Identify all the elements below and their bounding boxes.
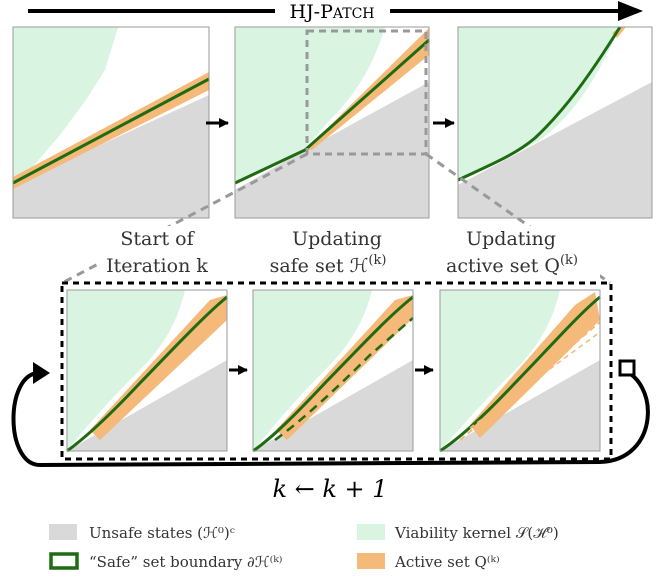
legend-label-unsafe: Unsafe states (ℋ⁰)ᶜ bbox=[89, 524, 235, 542]
header: HJ-PATCH bbox=[28, 1, 643, 23]
header-arrowhead bbox=[618, 1, 643, 21]
legend-swatch-active bbox=[357, 553, 385, 569]
zoom-box bbox=[305, 29, 428, 156]
header-title: HJ-PATCH bbox=[290, 1, 375, 23]
viability-region bbox=[440, 290, 560, 451]
legend-label-active: Active set Q⁽ᵏ⁾ bbox=[394, 553, 500, 571]
top-panel-1 bbox=[12, 26, 210, 219]
svg-text:Updating: Updating bbox=[466, 228, 556, 250]
safe-boundary bbox=[252, 295, 414, 453]
active-band bbox=[305, 28, 429, 150]
stage-label-start: Start of Iteration k bbox=[100, 226, 218, 278]
safe-boundary bbox=[457, 26, 622, 182]
stage-label-safe: Updating safe set ℋ(k) bbox=[270, 228, 387, 277]
unsafe-region bbox=[235, 82, 429, 218]
svg-text:active set Q(k): active set Q(k) bbox=[446, 253, 578, 277]
svg-text:Updating: Updating bbox=[292, 228, 382, 250]
safe-boundary bbox=[439, 295, 601, 453]
viability-region bbox=[458, 27, 620, 180]
bottom-panel-3 bbox=[439, 289, 601, 453]
stage-label-active: Updating active set Q(k) bbox=[446, 226, 600, 278]
safe-boundary bbox=[66, 295, 228, 453]
active-set-previous bbox=[459, 321, 601, 441]
legend-swatch-boundary bbox=[49, 552, 79, 570]
legend-label-boundary: “Safe” set boundary ∂ℋ⁽ᵏ⁾ bbox=[89, 553, 282, 571]
safe-boundary-previous bbox=[274, 317, 414, 442]
svg-text:Start of: Start of bbox=[120, 228, 195, 250]
loop-label: k ← k + 1 bbox=[272, 475, 387, 503]
legend-label-viability: Viability kernel 𝒮(ℋ⁰) bbox=[394, 524, 559, 542]
active-band bbox=[276, 295, 413, 440]
safe-boundary bbox=[234, 38, 430, 185]
legend: Unsafe states (ℋ⁰)ᶜ Viability kernel 𝒮(ℋ… bbox=[49, 524, 559, 571]
legend-swatch-viability bbox=[357, 524, 385, 540]
viability-region bbox=[235, 27, 385, 185]
svg-text:Iteration k: Iteration k bbox=[106, 255, 208, 277]
viability-region bbox=[67, 290, 185, 451]
bottom-panel-1 bbox=[66, 289, 228, 453]
top-panel-2 bbox=[234, 26, 430, 219]
loop-start-marker bbox=[618, 359, 636, 377]
top-panel-3 bbox=[457, 26, 653, 219]
loop-path bbox=[11, 367, 650, 468]
bottom-panel-2 bbox=[252, 289, 414, 453]
safe-boundary bbox=[12, 77, 210, 185]
svg-text:safe set ℋ(k): safe set ℋ(k) bbox=[270, 253, 387, 277]
active-band bbox=[90, 295, 227, 440]
unsafe-region bbox=[13, 95, 209, 218]
legend-swatch-unsafe bbox=[49, 524, 77, 540]
unsafe-region bbox=[458, 82, 652, 218]
viability-region bbox=[253, 290, 372, 451]
loop-arrowhead bbox=[33, 362, 50, 384]
